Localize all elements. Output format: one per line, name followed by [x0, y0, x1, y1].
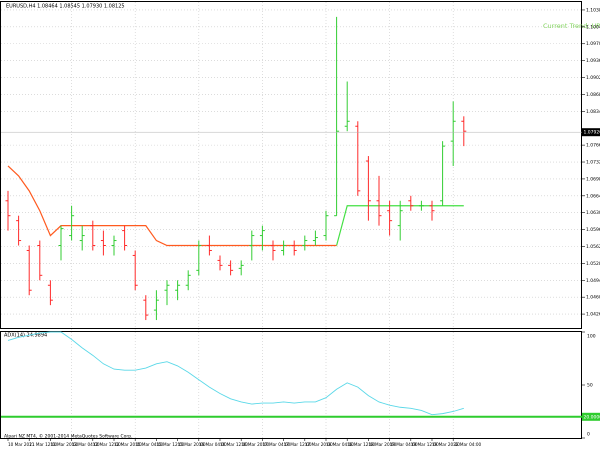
x-tick-label: 10 Mar 2021 [8, 442, 35, 447]
indicator-line [7, 331, 464, 416]
price-box [582, 128, 600, 137]
y-tick-label: 1.07660 [586, 143, 600, 149]
chart-title: EURUSD,H4 1.08464 1.08545 1.07930 1.0812… [6, 4, 125, 10]
main-panel-frame [0, 1, 582, 329]
y-tick-label: 1.06640 [586, 193, 600, 199]
copyright: Alpari NZ MT4, © 2001-2014 MetaQuotes So… [4, 433, 133, 440]
y-tick-label: 50 [587, 383, 593, 389]
x-tick-label: 19 Mar 20:00 [432, 442, 460, 447]
y-tick-label: 1.07320 [586, 160, 600, 166]
x-tick-label: 16 Mar 12:00 [220, 442, 248, 447]
y-tick-label: 1.04940 [586, 278, 600, 284]
x-tick-label: 16 Mar 20:00 [241, 442, 269, 447]
trend-line [7, 165, 337, 247]
x-tick-label: 18 Mar 04:00 [326, 442, 354, 447]
indicator-panel-frame [0, 331, 582, 439]
y-tick-label: 1.05280 [586, 261, 600, 267]
x-tick-label: 12 Mar 04:00 [72, 442, 100, 447]
y-tick-label: 1.10380 [586, 7, 600, 13]
y-tick-label: 1.08340 [586, 109, 600, 115]
x-tick-label: 12 Mar 12:00 [93, 442, 121, 447]
x-tick-label: 17 Mar 20:00 [305, 442, 333, 447]
x-tick-label: 16 Mar 04:00 [199, 442, 227, 447]
y-tick-label: 1.05960 [586, 227, 600, 233]
level-label: 20.0000 [584, 414, 600, 420]
x-tick-label: 17 Mar 12:00 [284, 442, 312, 447]
y-tick-label: 1.09700 [586, 41, 600, 47]
y-tick-label: 1.04260 [586, 312, 600, 318]
x-tick-label: 22 Mar 04:00 [453, 442, 481, 447]
x-tick-label: 17 Mar 04:00 [262, 442, 290, 447]
y-tick-label: 1.06980 [586, 176, 600, 182]
x-tick-label: 12 Mar 20:00 [114, 442, 142, 447]
y-tick-label: 0 [587, 432, 590, 438]
y-tick-label: 1.06300 [586, 210, 600, 216]
x-tick-label: 19 Mar 12:00 [411, 442, 439, 447]
x-tick-label: 18 Mar 20:00 [368, 442, 396, 447]
level-box [582, 412, 600, 421]
x-tick-label: 19 Mar 04:00 [390, 442, 418, 447]
x-tick-label: 11 Mar 12:00 [29, 442, 57, 447]
x-tick-label: 15 Mar 20:00 [178, 442, 206, 447]
y-tick-label: 1.05620 [586, 244, 600, 250]
x-tick-label: 11 Mar 20:00 [50, 442, 78, 447]
x-tick-label: 18 Mar 12:00 [347, 442, 375, 447]
y-tick-label: 1.08680 [586, 92, 600, 98]
y-tick-label: 100 [587, 334, 596, 340]
y-tick-label: 1.09020 [586, 75, 600, 81]
x-tick-label: 15 Mar 12:00 [156, 442, 184, 447]
x-tick-label: 15 Mar 04:00 [135, 442, 163, 447]
y-tick-label: 1.04600 [586, 295, 600, 301]
y-tick-label: 1.10040 [586, 24, 600, 30]
y-tick-label: 1.09360 [586, 58, 600, 64]
trend-annotation: Current Trend: UP [543, 22, 600, 30]
